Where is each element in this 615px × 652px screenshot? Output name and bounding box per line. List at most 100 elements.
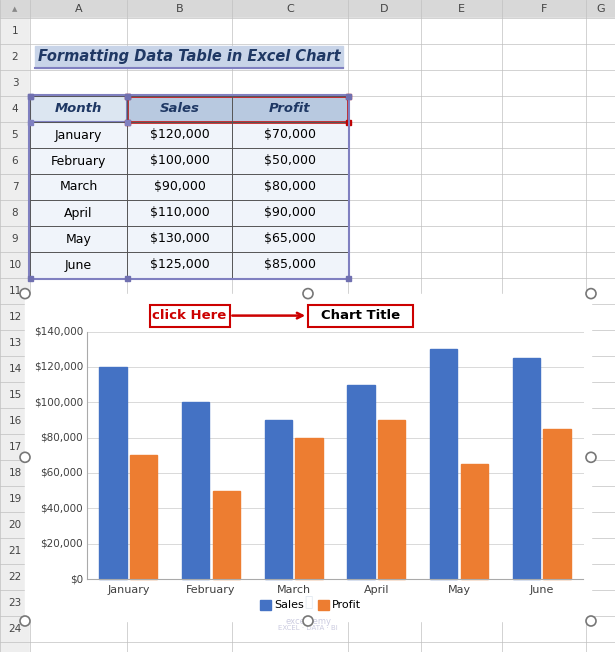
Bar (100, 367, 127, 579)
Text: $120,000: $120,000 (149, 128, 209, 141)
Text: A: A (74, 4, 82, 14)
Text: 10: 10 (9, 260, 22, 270)
Text: 17: 17 (9, 442, 22, 452)
Text: 18: 18 (9, 468, 22, 478)
Text: 15: 15 (9, 390, 22, 400)
Bar (346, 93, 351, 98)
Text: Profit: Profit (269, 102, 311, 115)
Bar (28, 93, 33, 98)
Text: Month: Month (55, 102, 102, 115)
Text: April: April (363, 585, 389, 595)
Text: June: June (530, 585, 554, 595)
Text: 12: 12 (9, 312, 22, 322)
Text: Profit: Profit (332, 600, 361, 610)
Bar (182, 402, 209, 579)
Text: 16: 16 (9, 416, 22, 426)
Text: June: June (65, 258, 92, 271)
Text: D: D (380, 4, 389, 14)
Circle shape (586, 452, 596, 462)
Text: $125,000: $125,000 (149, 258, 209, 271)
Text: 24: 24 (9, 624, 22, 634)
Text: B: B (176, 4, 183, 14)
Bar (28, 276, 33, 280)
Text: February: February (51, 155, 106, 168)
Text: 2: 2 (12, 52, 18, 62)
Bar (232, 96, 348, 122)
Bar (30, 148, 348, 174)
Bar (30, 200, 348, 226)
Text: $90,000: $90,000 (154, 181, 205, 194)
Text: $140,000: $140,000 (34, 327, 83, 336)
Bar (130, 455, 157, 579)
Bar (124, 119, 130, 125)
Text: 19: 19 (9, 494, 22, 504)
Text: exceldemy: exceldemy (285, 617, 331, 626)
Circle shape (303, 616, 313, 626)
Circle shape (20, 616, 30, 626)
Text: $80,000: $80,000 (41, 433, 83, 443)
Text: ▲: ▲ (12, 6, 18, 12)
Text: 21: 21 (9, 546, 22, 556)
Bar (28, 93, 33, 98)
Bar (29, 95, 349, 279)
Text: 23: 23 (9, 598, 22, 608)
Text: E: E (458, 4, 465, 14)
Bar (295, 437, 323, 579)
Text: Formatting Data Table in Excel Chart: Formatting Data Table in Excel Chart (38, 50, 340, 65)
Text: $110,000: $110,000 (149, 207, 209, 220)
Bar (461, 464, 488, 579)
Text: 9: 9 (12, 234, 18, 244)
Bar (30, 122, 348, 148)
Bar (30, 96, 127, 122)
Bar (30, 226, 348, 252)
Text: 5: 5 (12, 130, 18, 140)
Bar (430, 349, 458, 579)
Text: 11: 11 (9, 286, 22, 296)
Bar (124, 93, 130, 98)
Bar (347, 385, 375, 579)
Text: Sales: Sales (274, 600, 304, 610)
Bar (127, 96, 232, 122)
Bar (124, 119, 130, 125)
Text: $130,000: $130,000 (149, 233, 209, 246)
Text: 8: 8 (12, 208, 18, 218)
Text: 14: 14 (9, 364, 22, 374)
Bar (124, 93, 130, 98)
Bar (346, 276, 351, 280)
Text: Chart Title: Chart Title (321, 309, 400, 322)
Text: F: F (541, 4, 547, 14)
Text: C: C (286, 4, 294, 14)
Circle shape (586, 289, 596, 299)
Text: 7: 7 (12, 182, 18, 192)
Text: $100,000: $100,000 (34, 397, 83, 408)
Bar (124, 276, 130, 280)
Text: January: January (55, 128, 102, 141)
Text: May: May (448, 585, 470, 595)
Text: $20,000: $20,000 (41, 539, 83, 548)
Bar (149, 304, 229, 327)
Bar (30, 174, 348, 200)
Bar (308, 304, 413, 327)
Text: April: April (64, 207, 93, 220)
Text: $120,000: $120,000 (34, 362, 83, 372)
Text: March: March (277, 585, 311, 595)
Bar (127, 96, 348, 122)
Bar (513, 358, 540, 579)
Text: May: May (66, 233, 92, 246)
Bar (213, 491, 240, 579)
Text: EXCEL · DATA · BI: EXCEL · DATA · BI (278, 625, 338, 631)
Text: Sales: Sales (159, 102, 199, 115)
Circle shape (20, 289, 30, 299)
Text: $60,000: $60,000 (41, 468, 83, 478)
Text: $70,000: $70,000 (264, 128, 316, 141)
Circle shape (20, 452, 30, 462)
Circle shape (586, 616, 596, 626)
Bar (0, 0, 615, 18)
Bar (30, 96, 127, 122)
Bar (0, 18, 30, 652)
Bar (543, 429, 571, 579)
Text: $65,000: $65,000 (264, 233, 316, 246)
Bar (25, 293, 591, 621)
Text: $85,000: $85,000 (264, 258, 316, 271)
Text: 20: 20 (9, 520, 22, 530)
